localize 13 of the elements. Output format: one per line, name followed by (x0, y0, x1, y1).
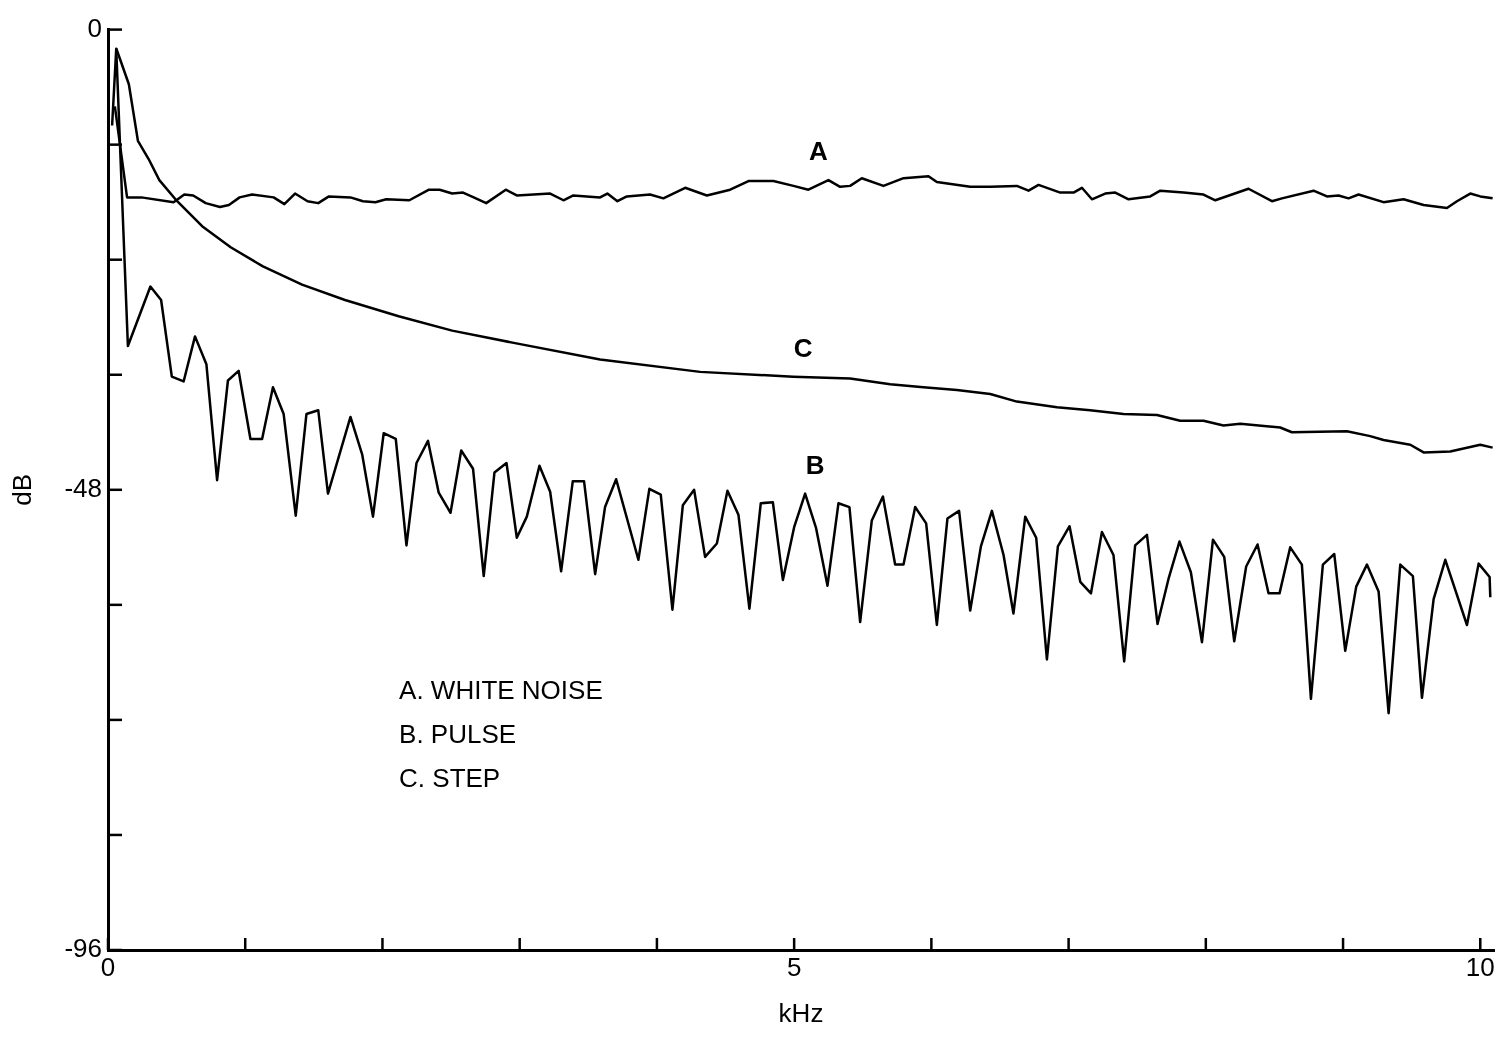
x-tick-label: 5 (786, 951, 802, 982)
annotation: C. STEP (399, 763, 501, 794)
y-tick-label: -48 (64, 472, 102, 503)
series-label: B (805, 449, 825, 480)
annotation: A. WHITE NOISE (399, 675, 603, 706)
series-label: A (809, 136, 829, 167)
y-tick-label: 0 (87, 12, 102, 43)
y-axis-title: dB (6, 473, 37, 506)
series-label: C (793, 332, 813, 363)
y-tick-label: -96 (64, 933, 102, 964)
annotation: B. PULSE (399, 719, 517, 750)
x-axis-title: kHz (778, 997, 824, 1028)
x-tick-label: 10 (1465, 951, 1495, 982)
